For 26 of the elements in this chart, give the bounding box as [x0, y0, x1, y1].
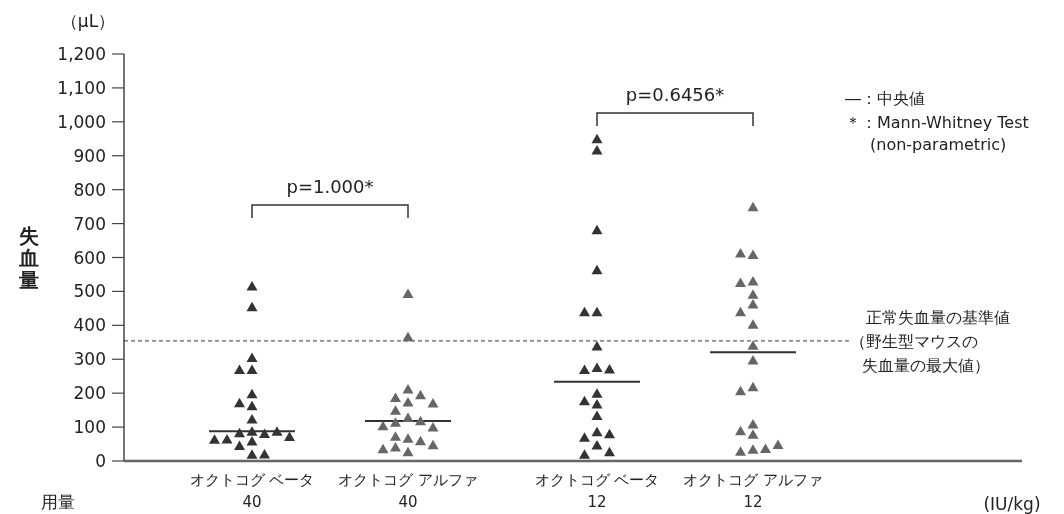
- annotation: ―：中央値: [845, 89, 925, 108]
- y-tick-label: 200: [73, 383, 106, 404]
- y-tick-label: 0: [95, 451, 106, 471]
- y-tick-label: 700: [73, 213, 106, 234]
- y-tick-label: 1,200: [57, 44, 106, 64]
- y-tick-label: 600: [73, 247, 106, 268]
- x-tick-label: オクトコグ ベータ 40: [189, 471, 315, 511]
- x-tick-label: オクトコグ ベータ 12: [534, 471, 660, 511]
- x-tick-label: オクトコグ アルファ 12: [683, 471, 823, 511]
- ref-line-label: 正常失血量の基準値（野生型マウスの失血量の最大値）: [850, 307, 1010, 375]
- y-axis-title: 失血量: [18, 224, 39, 292]
- annotation: p=1.000*: [286, 176, 374, 197]
- text: （μL）: [60, 11, 116, 31]
- y-tick-label: 1,000: [57, 111, 106, 132]
- y-tick-label: 800: [73, 179, 106, 200]
- x-axis-title: 用量: [41, 492, 75, 512]
- y-tick-label: 100: [73, 417, 106, 438]
- y-tick-label: 300: [73, 349, 106, 370]
- y-tick-label: 900: [73, 145, 106, 166]
- y-tick-label: 500: [73, 281, 106, 302]
- y-tick-label: 400: [73, 315, 106, 336]
- annotation: ＊：Mann-Whitney Test (non-parametric): [845, 113, 1029, 154]
- x-tick-label: オクトコグ アルファ 40: [338, 471, 478, 511]
- text: (IU/kg): [983, 494, 1041, 514]
- y-tick-label: 1,100: [57, 77, 106, 98]
- annotation: p=0.6456*: [625, 84, 725, 105]
